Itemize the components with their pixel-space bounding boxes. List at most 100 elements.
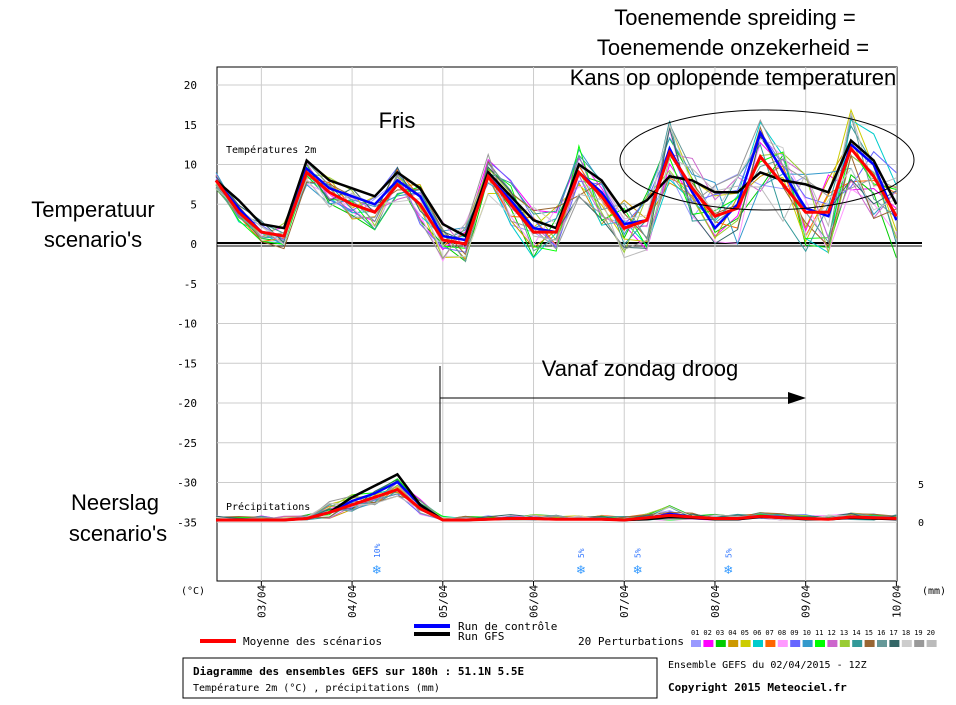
- x-date-label: 07/04: [618, 585, 631, 618]
- perturbation-swatch: [753, 640, 763, 647]
- snowflake-icon: ❄: [723, 563, 733, 577]
- perturbation-swatch: [777, 640, 788, 647]
- annotation-precip-line2: scenario's: [69, 521, 167, 546]
- perturbation-line: [215, 144, 897, 252]
- perturbation-number: 16: [877, 629, 885, 637]
- legend: Moyenne des scénarios Run de contrôle Ru…: [200, 620, 937, 648]
- snowflake-icon: ❄: [372, 563, 382, 577]
- perturbation-swatch: [815, 640, 825, 647]
- snow-probability-label: 5%: [577, 548, 586, 558]
- annotation-temp-line2: scenario's: [44, 227, 142, 252]
- right-tick-0: 0: [918, 518, 924, 529]
- annotations: Toenemende spreiding = Toenemende onzeke…: [31, 5, 915, 546]
- y-tick-label: -5: [184, 278, 197, 291]
- y-tick-label: 15: [184, 119, 197, 132]
- x-date-label: 08/04: [709, 585, 722, 618]
- y-tick-label: 20: [184, 79, 197, 92]
- perturbation-swatch: [914, 640, 925, 647]
- y-tick-label: 10: [184, 159, 197, 172]
- perturbation-swatch: [740, 640, 751, 647]
- annotation-fris: Fris: [379, 108, 416, 133]
- y-tick-label: -25: [177, 437, 197, 450]
- precip-panel-label: Précipitations: [226, 501, 310, 513]
- perturbation-number: 06: [753, 629, 761, 637]
- x-date-label: 06/04: [528, 585, 541, 618]
- x-date-label: 10/04: [890, 585, 903, 618]
- annotation-spread-line2: Toenemende onzekerheid =: [597, 35, 869, 60]
- perturbation-number: 10: [803, 629, 811, 637]
- perturbation-swatch: [728, 640, 739, 647]
- perturbation-number: 13: [840, 629, 848, 637]
- annotation-droog: Vanaf zondag droog: [542, 356, 739, 381]
- perturbation-precip-line: [215, 484, 897, 521]
- footer-copyright: Copyright 2015 Meteociel.fr: [668, 681, 847, 694]
- snow-probability-label: 5%: [724, 548, 733, 558]
- right-axis-unit: (mm): [922, 586, 946, 597]
- right-tick-5: 5: [918, 480, 924, 491]
- perturbation-number: 05: [741, 629, 749, 637]
- snowflake-icon: ❄: [576, 563, 586, 577]
- perturbation-legend: 01 02 03 04 05 06 07 08 09 10 11 12 13 14 15 16 17 18 19 20: [691, 629, 937, 647]
- x-date-label: 04/04: [346, 585, 359, 618]
- perturbation-number: 04: [728, 629, 736, 637]
- perturbation-swatch: [889, 640, 900, 647]
- annotation-precip-line1: Neerslag: [71, 490, 159, 515]
- perturbation-number: 14: [852, 629, 860, 637]
- y-tick-label: -30: [177, 477, 197, 490]
- y-tick-label: -15: [177, 357, 197, 370]
- perturbation-swatch: [703, 640, 714, 647]
- perturbation-number: 15: [865, 629, 873, 637]
- perturbation-swatch: [839, 640, 850, 647]
- x-date-label: 05/04: [437, 585, 450, 618]
- legend-control-label: Run de contrôle: [458, 620, 557, 633]
- perturbation-number: 20: [927, 629, 935, 637]
- spread-ellipse: [619, 109, 915, 211]
- series-line: [214, 145, 898, 246]
- perturbation-swatch: [827, 640, 838, 647]
- perturbation-swatch: [802, 640, 813, 647]
- footer-box: [182, 657, 658, 699]
- annotation-spread-line1: Toenemende spreiding =: [614, 5, 856, 30]
- perturbation-number: 02: [703, 629, 711, 637]
- y-tick-label: 0: [190, 238, 197, 251]
- legend-mean-label: Moyenne des scénarios: [243, 635, 382, 648]
- perturbation-number: 08: [778, 629, 786, 637]
- snow-markers: 10% ❄ 5% ❄ 5% ❄ 5% ❄: [372, 543, 734, 577]
- perturbation-swatch: [852, 640, 863, 647]
- snow-probability-label: 5%: [634, 548, 643, 558]
- perturbation-number: 11: [815, 629, 823, 637]
- perturbation-swatch: [691, 640, 701, 647]
- y-tick-label: -35: [177, 516, 197, 529]
- snowflake-icon: ❄: [633, 563, 643, 577]
- perturbation-line: [215, 125, 897, 256]
- perturbation-swatch: [864, 640, 875, 647]
- perturbation-swatch: [926, 640, 937, 647]
- perturbation-swatch: [901, 640, 912, 647]
- perturbation-line: [215, 115, 897, 263]
- footer: Diagramme des ensembles GEFS sur 180h : …: [182, 657, 867, 699]
- perturbation-number: 17: [889, 629, 897, 637]
- annotation-spread-line3: Kans op oplopende temperaturen: [570, 65, 897, 90]
- droog-arrow-head: [788, 392, 806, 404]
- x-date-label: 03/04: [255, 585, 268, 618]
- legend-perturbations-label: 20 Perturbations: [578, 635, 684, 648]
- perturbation-precip-line: [216, 480, 897, 521]
- main-series: [214, 129, 898, 522]
- annotation-temp-line1: Temperatuur: [31, 197, 155, 222]
- perturbation-swatch: [715, 640, 726, 647]
- x-date-label: 09/04: [800, 585, 813, 618]
- x-axis: 03/04 04/04 05/04 06/04 07/04 08/04 09/04 10/04: [255, 585, 903, 618]
- perturbation-swatch: [790, 640, 801, 647]
- perturbation-number: 19: [914, 629, 922, 637]
- y-axis: 20 15 10 5 0 -5 -10 -15 -20 -25 -30 -35: [177, 79, 197, 529]
- perturbation-number: 12: [827, 629, 835, 637]
- perturbation-swatch: [765, 640, 776, 647]
- y-tick-label: -20: [177, 397, 197, 410]
- y-tick-label: 5: [190, 198, 197, 211]
- perturbation-number: 07: [765, 629, 773, 637]
- perturbation-swatch: [877, 640, 887, 647]
- grid: [216, 66, 922, 586]
- y-axis-unit: (°C): [181, 586, 205, 597]
- series-precip-line: [216, 487, 897, 522]
